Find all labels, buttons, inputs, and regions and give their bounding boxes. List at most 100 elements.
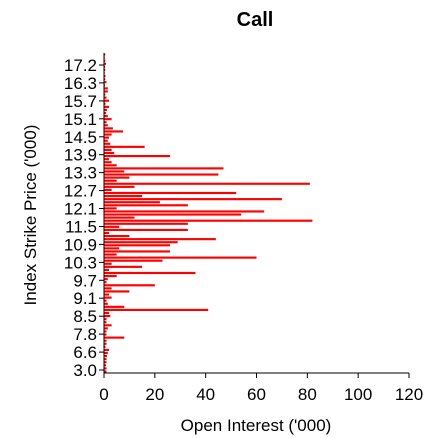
bar (104, 96, 107, 99)
x-tick-label: 120 (395, 385, 423, 404)
bar (104, 345, 106, 348)
bar (104, 358, 107, 361)
bar (104, 188, 112, 191)
x-axis-ticks: 0 20 40 60 80 100 120 (99, 373, 423, 404)
bar (104, 225, 120, 228)
bar (104, 65, 106, 68)
y-tick-label: 3.0 (73, 361, 97, 380)
bar (104, 278, 108, 281)
bar (104, 78, 106, 81)
y-tick-label: 14.5 (64, 128, 97, 147)
bar (104, 348, 110, 351)
y-tick-label: 16.3 (64, 74, 97, 93)
bar (104, 339, 107, 342)
bar (104, 105, 110, 108)
bar (104, 167, 224, 170)
bar (104, 151, 115, 155)
y-tick-label: 15.7 (64, 92, 97, 111)
bar (104, 222, 188, 225)
bar (104, 198, 282, 201)
y-axis-ticks: 3.06.67.88.59.19.710.310.911.512.112.713… (64, 56, 104, 380)
x-tick-label: 20 (145, 385, 164, 404)
bar (104, 262, 112, 265)
y-tick-label: 9.1 (73, 289, 97, 308)
bar (104, 290, 130, 293)
bar (104, 336, 125, 339)
bar (104, 68, 106, 71)
y-tick-label: 12.1 (64, 200, 97, 219)
bar (104, 284, 155, 287)
bar (104, 361, 107, 364)
bar (104, 191, 237, 195)
y-tick-label: 10.3 (64, 253, 97, 272)
bar (104, 133, 112, 136)
bar (104, 127, 113, 130)
bar (104, 161, 112, 164)
bar (104, 367, 107, 370)
bar (104, 244, 171, 247)
bar (104, 268, 110, 271)
bar (104, 142, 111, 145)
bar (104, 324, 112, 327)
bar (104, 311, 110, 315)
y-tick-label: 15.1 (64, 110, 97, 129)
bar (104, 99, 110, 102)
y-tick-label: 13.9 (64, 146, 97, 165)
y-tick-label: 6.6 (73, 343, 97, 362)
x-tick-label: 100 (344, 385, 372, 404)
y-tick-label: 7.8 (73, 325, 97, 344)
bar (104, 302, 108, 305)
x-tick-label: 80 (298, 385, 317, 404)
bar (104, 231, 110, 235)
bar (104, 299, 107, 302)
bar (104, 256, 257, 259)
x-tick-label: 0 (99, 385, 108, 404)
bar (104, 145, 145, 148)
bar (104, 111, 107, 115)
bar (104, 293, 110, 296)
x-axis-label: Open Interest ('000) (181, 416, 332, 435)
bar (104, 93, 106, 96)
bar (104, 87, 108, 90)
bar (104, 330, 107, 333)
bar (104, 281, 107, 284)
bar (104, 259, 163, 262)
bar (104, 164, 117, 167)
bar (104, 207, 117, 210)
bar (104, 84, 106, 87)
y-tick-label: 11.5 (65, 218, 97, 237)
bar (104, 148, 112, 151)
bar (104, 287, 112, 290)
bar (104, 271, 196, 275)
bar (104, 121, 107, 124)
bar (104, 296, 112, 299)
y-tick-label: 10.9 (64, 235, 97, 254)
bar (104, 90, 108, 93)
bar (104, 355, 108, 358)
bar (104, 228, 188, 231)
bar (104, 102, 106, 105)
bar (104, 253, 117, 256)
bar (104, 210, 265, 213)
y-tick-label: 9.7 (73, 271, 97, 290)
bar (104, 173, 219, 176)
bar (104, 265, 143, 268)
bar (104, 235, 130, 238)
bar (104, 53, 106, 56)
bar (104, 364, 107, 367)
bar (104, 75, 106, 78)
bar (104, 155, 171, 158)
bar (104, 158, 110, 161)
bar (104, 204, 188, 207)
bar (104, 118, 112, 121)
bar (104, 108, 108, 111)
bar (104, 308, 209, 311)
bar (104, 201, 160, 204)
bar (104, 370, 107, 373)
bar (104, 136, 110, 139)
bar (104, 195, 143, 198)
bar (104, 241, 178, 244)
bar (104, 179, 117, 182)
bar (104, 59, 106, 62)
